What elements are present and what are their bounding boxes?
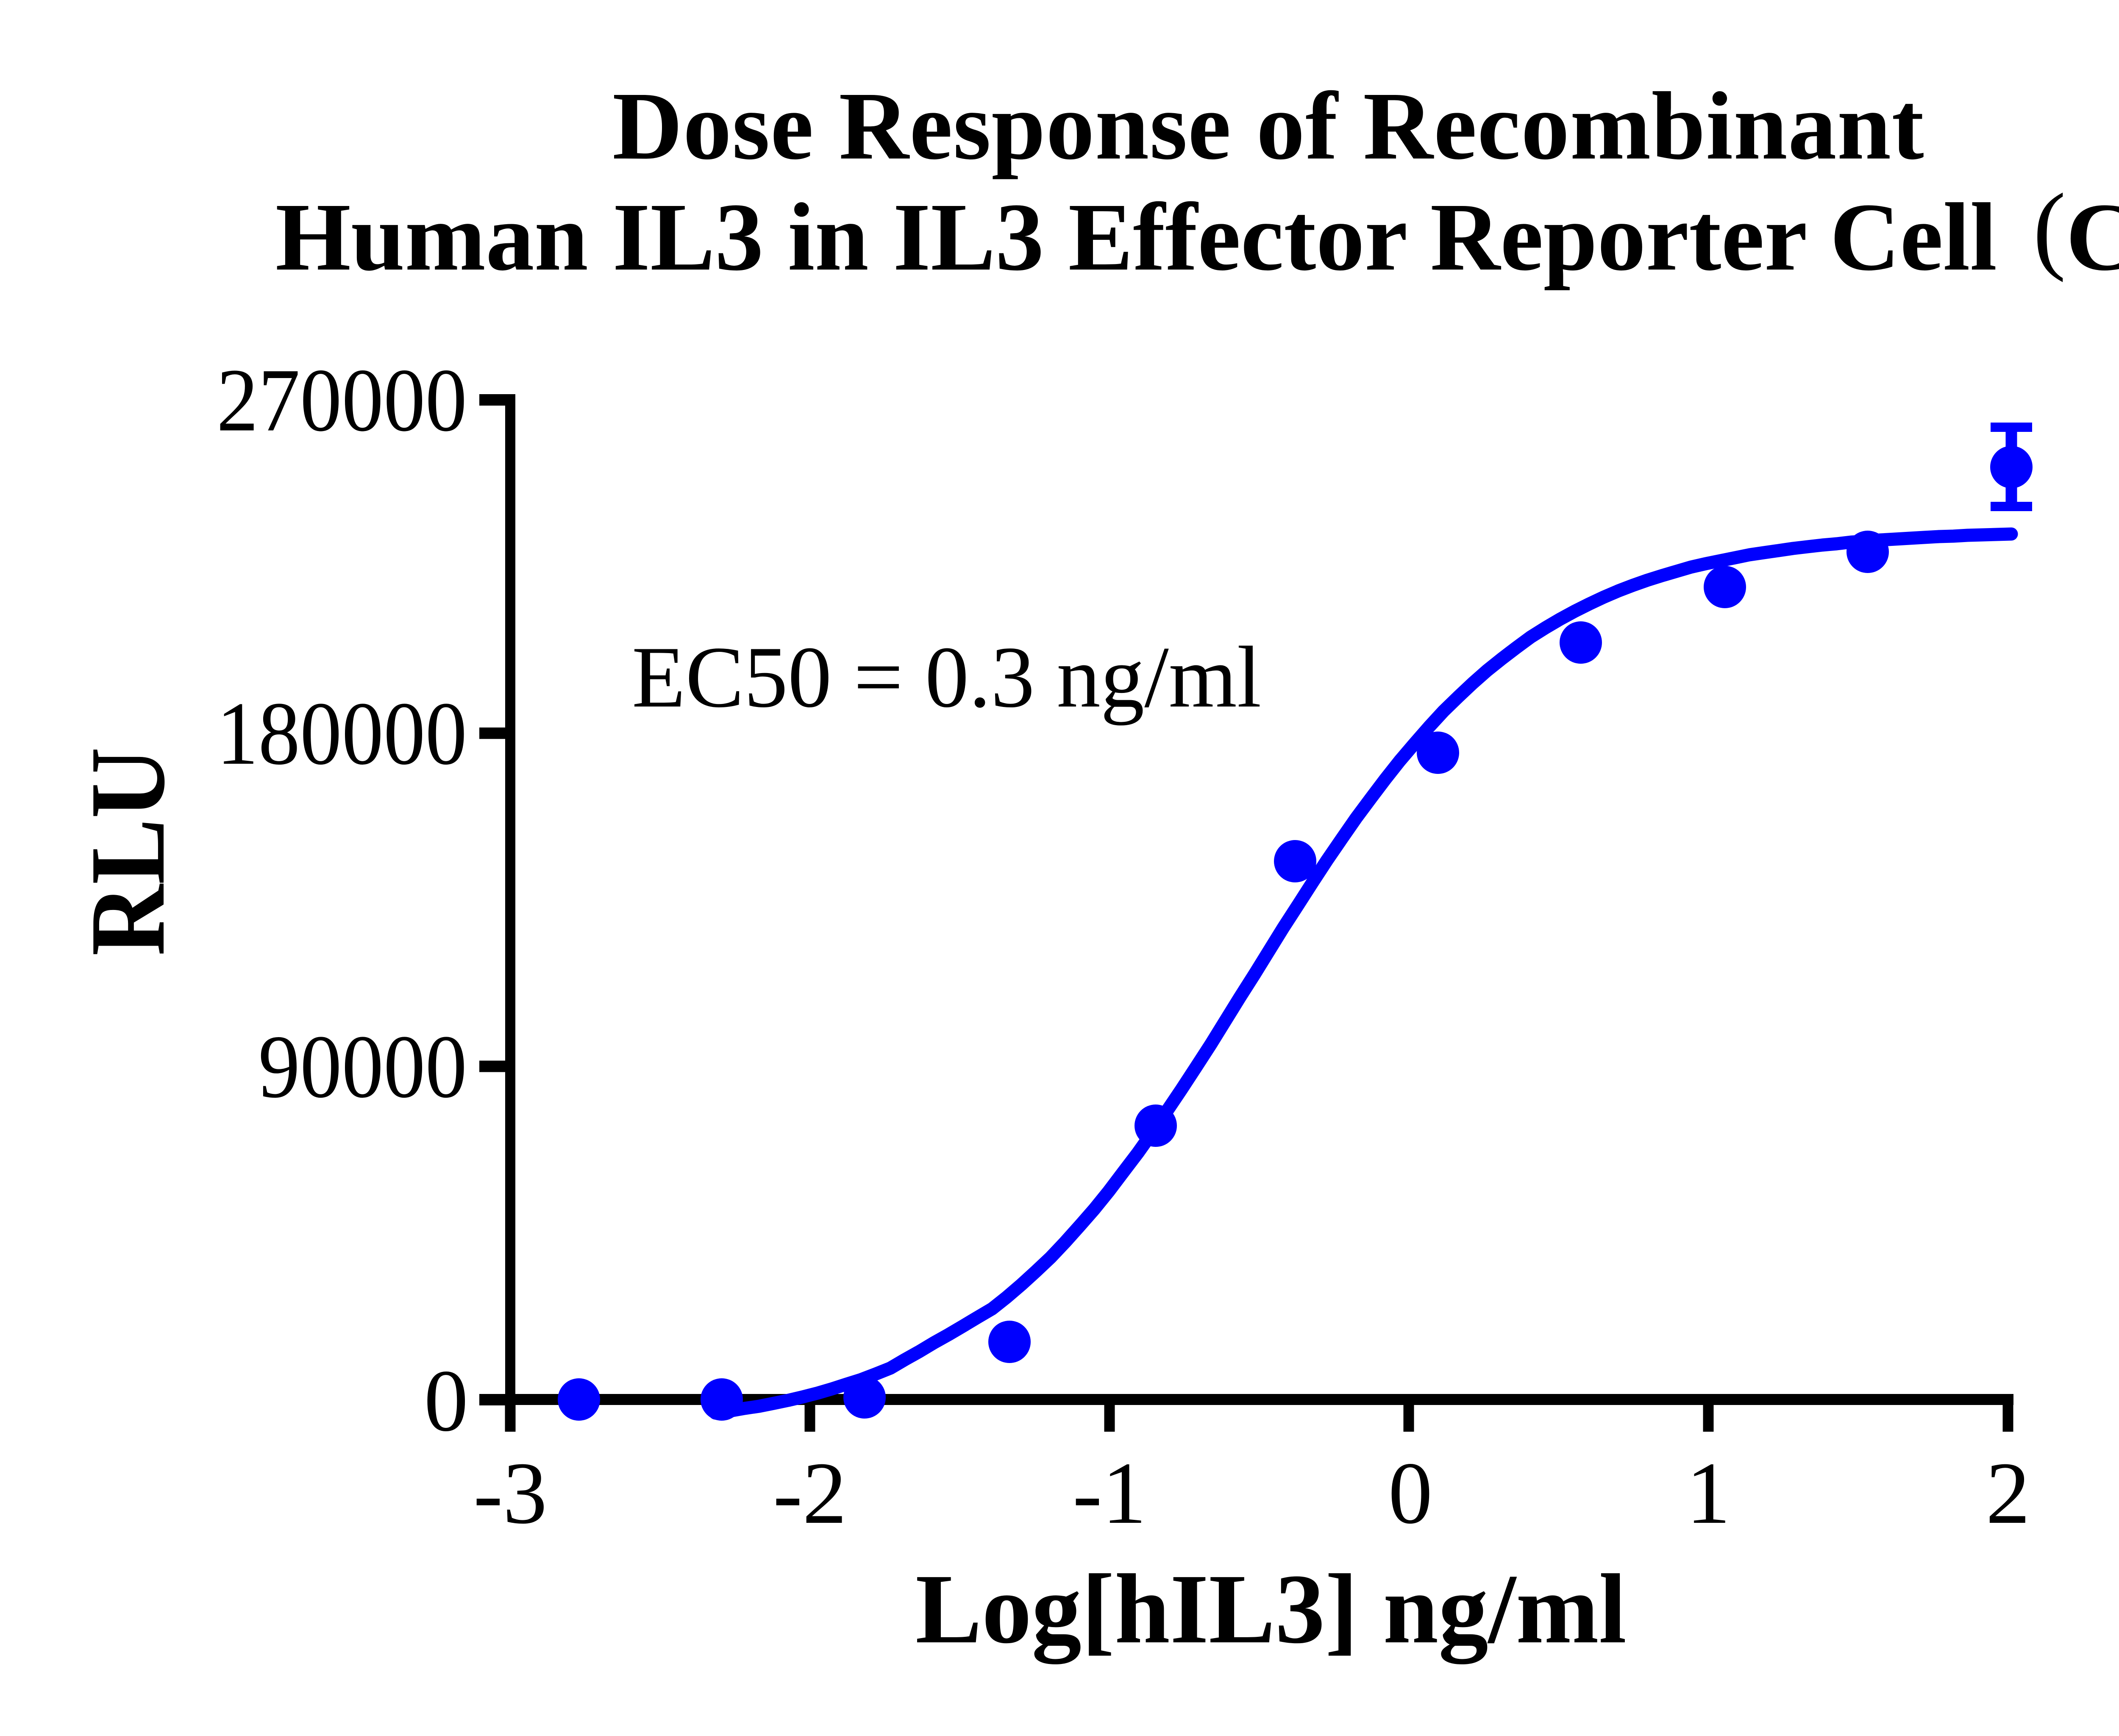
svg-text:Human IL3 in IL3 Effector Repo: Human IL3 in IL3 Effector Reporter Cell(…: [275, 173, 2119, 291]
svg-text:1: 1: [1686, 1444, 1731, 1542]
svg-text:-1: -1: [1073, 1444, 1146, 1542]
svg-text:EC50 = 0.3 ng/ml: EC50 = 0.3 ng/ml: [632, 629, 1261, 726]
svg-text:180000: 180000: [217, 684, 467, 784]
svg-text:-2: -2: [773, 1444, 847, 1542]
svg-text:Log[hIL3] ng/ml: Log[hIL3] ng/ml: [915, 1554, 1627, 1664]
svg-text:-3: -3: [473, 1444, 547, 1542]
svg-text:270000: 270000: [217, 351, 467, 451]
svg-text:0: 0: [424, 1352, 469, 1450]
svg-text:90000: 90000: [258, 1017, 467, 1117]
svg-text:RLU: RLU: [68, 747, 187, 956]
svg-text:Dose Response of Recombinant: Dose Response of Recombinant: [612, 72, 1924, 180]
svg-text:0: 0: [1388, 1444, 1433, 1542]
svg-text:2: 2: [1986, 1444, 2030, 1542]
